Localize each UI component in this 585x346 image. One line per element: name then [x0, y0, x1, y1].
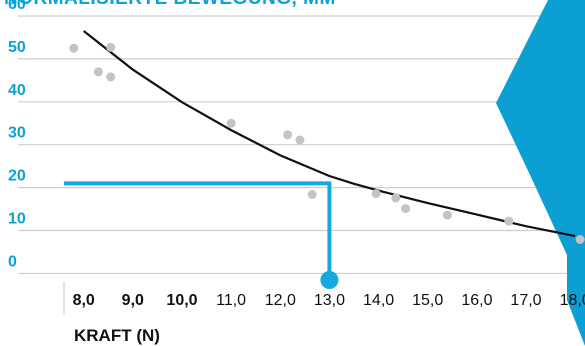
x-tick-label: 12,0 [265, 292, 296, 309]
grid-layer [18, 15, 585, 315]
decorative-shape [496, 0, 585, 346]
data-point [106, 42, 116, 52]
data-point [391, 193, 401, 203]
data-point [504, 216, 514, 226]
y-tick-label: 0 [8, 253, 17, 270]
x-tick-label: 15,0 [412, 292, 443, 309]
x-tick-label: 8,0 [73, 292, 95, 309]
highlight-marker [320, 271, 339, 289]
x-tick-label: 10,0 [166, 292, 197, 309]
y-tick-label: 10 [8, 211, 26, 228]
y-tick-layer: 0 10 20 30 40 50 60 [8, 0, 26, 270]
data-point [283, 130, 293, 140]
x-tick-label: 14,0 [363, 292, 394, 309]
decor-layer [496, 0, 585, 346]
x-tick-label: 9,0 [122, 292, 144, 309]
trend-layer [83, 30, 576, 238]
data-point [106, 72, 116, 82]
x-tick-label: 16,0 [461, 292, 492, 309]
x-axis-label: KRAFT (N) [74, 326, 160, 345]
y-tick-label: 60 [8, 0, 26, 13]
data-point [575, 235, 585, 244]
data-point [93, 67, 103, 77]
data-point [401, 204, 411, 214]
x-tick-label: 17,0 [510, 292, 541, 309]
x-tick-label: 18,0 [560, 292, 585, 309]
chart-title: NORMALISIERTE BEWEGUNG, MM [4, 0, 336, 10]
x-tick-label: 13,0 [314, 292, 345, 309]
y-tick-label: 20 [8, 168, 26, 185]
data-point [307, 190, 317, 199]
data-point [371, 189, 381, 199]
y-tick-label: 30 [8, 125, 26, 142]
data-point [442, 210, 452, 220]
data-point [69, 43, 79, 53]
x-tick-label: 11,0 [216, 292, 246, 309]
trend-line [83, 30, 576, 238]
y-tick-label: 40 [8, 82, 26, 99]
data-point [226, 118, 236, 128]
y-tick-label: 50 [8, 39, 26, 56]
highlight-layer [64, 181, 339, 289]
x-tick-layer: 8,0 9,0 10,0 11,0 12,0 13,0 14,0 15,0 16,0 17,0 18… [73, 292, 585, 309]
points-layer [69, 42, 585, 244]
data-point [295, 135, 305, 145]
